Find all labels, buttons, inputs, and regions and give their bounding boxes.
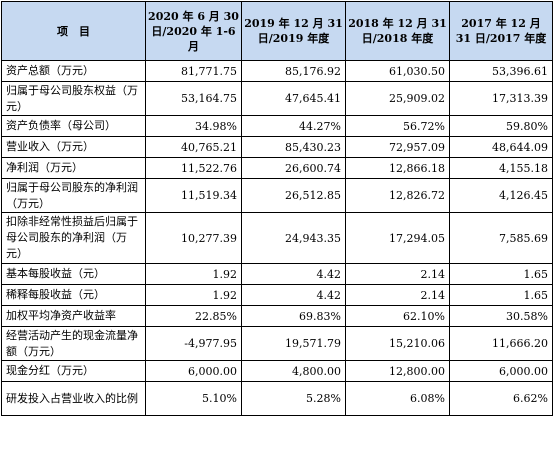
row-label: 加权平均净资产收益率 <box>1 305 146 327</box>
cell-value: 15,210.06 <box>345 326 450 361</box>
cell-value: 4,126.45 <box>449 178 553 213</box>
row-label: 经营活动产生的现金流量净额（万元） <box>1 326 146 361</box>
cell-value: 2.14 <box>345 263 450 285</box>
cell-value: 59.80% <box>449 115 553 137</box>
cell-value: 19,571.79 <box>241 326 346 361</box>
row-label: 现金分红（万元） <box>1 360 146 382</box>
cell-value: 61,030.50 <box>345 60 450 82</box>
cell-value: 5.28% <box>241 381 346 416</box>
cell-value: 26,512.85 <box>241 178 346 213</box>
cell-value: 4.42 <box>241 284 346 306</box>
table-row: 扣除非经常性损益后归属于母公司股东的净利润（万元） 10,277.39 24,9… <box>1 212 553 264</box>
header-2018: 2018 年 12 月 31 日/2018 年度 <box>345 1 450 61</box>
cell-value: 1.65 <box>449 284 553 306</box>
cell-value: 53,164.75 <box>145 81 242 116</box>
header-item: 项 目 <box>1 1 146 61</box>
header-2019: 2019 年 12 月 31 日/2019 年度 <box>241 1 346 61</box>
table-row: 稀释每股收益（元） 1.92 4.42 2.14 1.65 <box>1 284 553 306</box>
header-2017: 2017 年 12 月 31 日/2017 年度 <box>449 1 553 61</box>
table-row: 资产总额（万元） 81,771.75 85,176.92 61,030.50 5… <box>1 60 553 82</box>
cell-value: 6.08% <box>345 381 450 416</box>
cell-value: 56.72% <box>345 115 450 137</box>
table-row: 归属于母公司股东的净利润（万元） 11,519.34 26,512.85 12,… <box>1 178 553 213</box>
cell-value: 4.42 <box>241 263 346 285</box>
row-label: 稀释每股收益（元） <box>1 284 146 306</box>
cell-value: 10,277.39 <box>145 212 242 264</box>
cell-value: 34.98% <box>145 115 242 137</box>
row-label: 归属于母公司股东的净利润（万元） <box>1 178 146 213</box>
table-row: 研发投入占营业收入的比例 5.10% 5.28% 6.08% 6.62% <box>1 381 553 416</box>
cell-value: 2.14 <box>345 284 450 306</box>
table-row: 归属于母公司股东权益（万元） 53,164.75 47,645.41 25,90… <box>1 81 553 116</box>
cell-value: 30.58% <box>449 305 553 327</box>
financial-summary-table: 项 目 2020 年 6 月 30 日/2020 年 1-6 月 2019 年 … <box>1 1 553 416</box>
table-row: 基本每股收益（元） 1.92 4.42 2.14 1.65 <box>1 263 553 285</box>
table-row: 营业收入（万元） 40,765.21 85,430.23 72,957.09 4… <box>1 136 553 158</box>
header-2020h1: 2020 年 6 月 30 日/2020 年 1-6 月 <box>145 1 242 61</box>
table-header-row: 项 目 2020 年 6 月 30 日/2020 年 1-6 月 2019 年 … <box>1 1 553 61</box>
row-label: 研发投入占营业收入的比例 <box>1 381 146 416</box>
cell-value: 17,294.05 <box>345 212 450 264</box>
cell-value: 25,909.02 <box>345 81 450 116</box>
cell-value: 11,519.34 <box>145 178 242 213</box>
cell-value: 24,943.35 <box>241 212 346 264</box>
cell-value: 22.85% <box>145 305 242 327</box>
cell-value: 69.83% <box>241 305 346 327</box>
table-row: 加权平均净资产收益率 22.85% 69.83% 62.10% 30.58% <box>1 305 553 327</box>
cell-value: 72,957.09 <box>345 136 450 158</box>
cell-value: 44.27% <box>241 115 346 137</box>
row-label: 扣除非经常性损益后归属于母公司股东的净利润（万元） <box>1 212 146 264</box>
cell-value: 12,800.00 <box>345 360 450 382</box>
cell-value: 62.10% <box>345 305 450 327</box>
cell-value: 1.92 <box>145 284 242 306</box>
cell-value: 48,644.09 <box>449 136 553 158</box>
cell-value: 6.62% <box>449 381 553 416</box>
cell-value: 40,765.21 <box>145 136 242 158</box>
table-row: 现金分红（万元） 6,000.00 4,800.00 12,800.00 6,0… <box>1 360 553 382</box>
cell-value: 53,396.61 <box>449 60 553 82</box>
cell-value: 85,430.23 <box>241 136 346 158</box>
cell-value: 1.65 <box>449 263 553 285</box>
table-row: 资产负债率（母公司） 34.98% 44.27% 56.72% 59.80% <box>1 115 553 137</box>
cell-value: 47,645.41 <box>241 81 346 116</box>
cell-value: 12,826.72 <box>345 178 450 213</box>
table-row: 净利润（万元） 11,522.76 26,600.74 12,866.18 4,… <box>1 157 553 179</box>
cell-value: 85,176.92 <box>241 60 346 82</box>
row-label: 营业收入（万元） <box>1 136 146 158</box>
row-label: 资产负债率（母公司） <box>1 115 146 137</box>
row-label: 基本每股收益（元） <box>1 263 146 285</box>
financial-table-container: 项 目 2020 年 6 月 30 日/2020 年 1-6 月 2019 年 … <box>1 1 553 416</box>
cell-value: -4,977.95 <box>145 326 242 361</box>
cell-value: 5.10% <box>145 381 242 416</box>
cell-value: 12,866.18 <box>345 157 450 179</box>
cell-value: 6,000.00 <box>449 360 553 382</box>
cell-value: 7,585.69 <box>449 212 553 264</box>
row-label: 净利润（万元） <box>1 157 146 179</box>
cell-value: 26,600.74 <box>241 157 346 179</box>
cell-value: 11,666.20 <box>449 326 553 361</box>
cell-value: 17,313.39 <box>449 81 553 116</box>
cell-value: 4,155.18 <box>449 157 553 179</box>
cell-value: 11,522.76 <box>145 157 242 179</box>
table-row: 经营活动产生的现金流量净额（万元） -4,977.95 19,571.79 15… <box>1 326 553 361</box>
cell-value: 81,771.75 <box>145 60 242 82</box>
cell-value: 6,000.00 <box>145 360 242 382</box>
cell-value: 4,800.00 <box>241 360 346 382</box>
row-label: 归属于母公司股东权益（万元） <box>1 81 146 116</box>
row-label: 资产总额（万元） <box>1 60 146 82</box>
cell-value: 1.92 <box>145 263 242 285</box>
